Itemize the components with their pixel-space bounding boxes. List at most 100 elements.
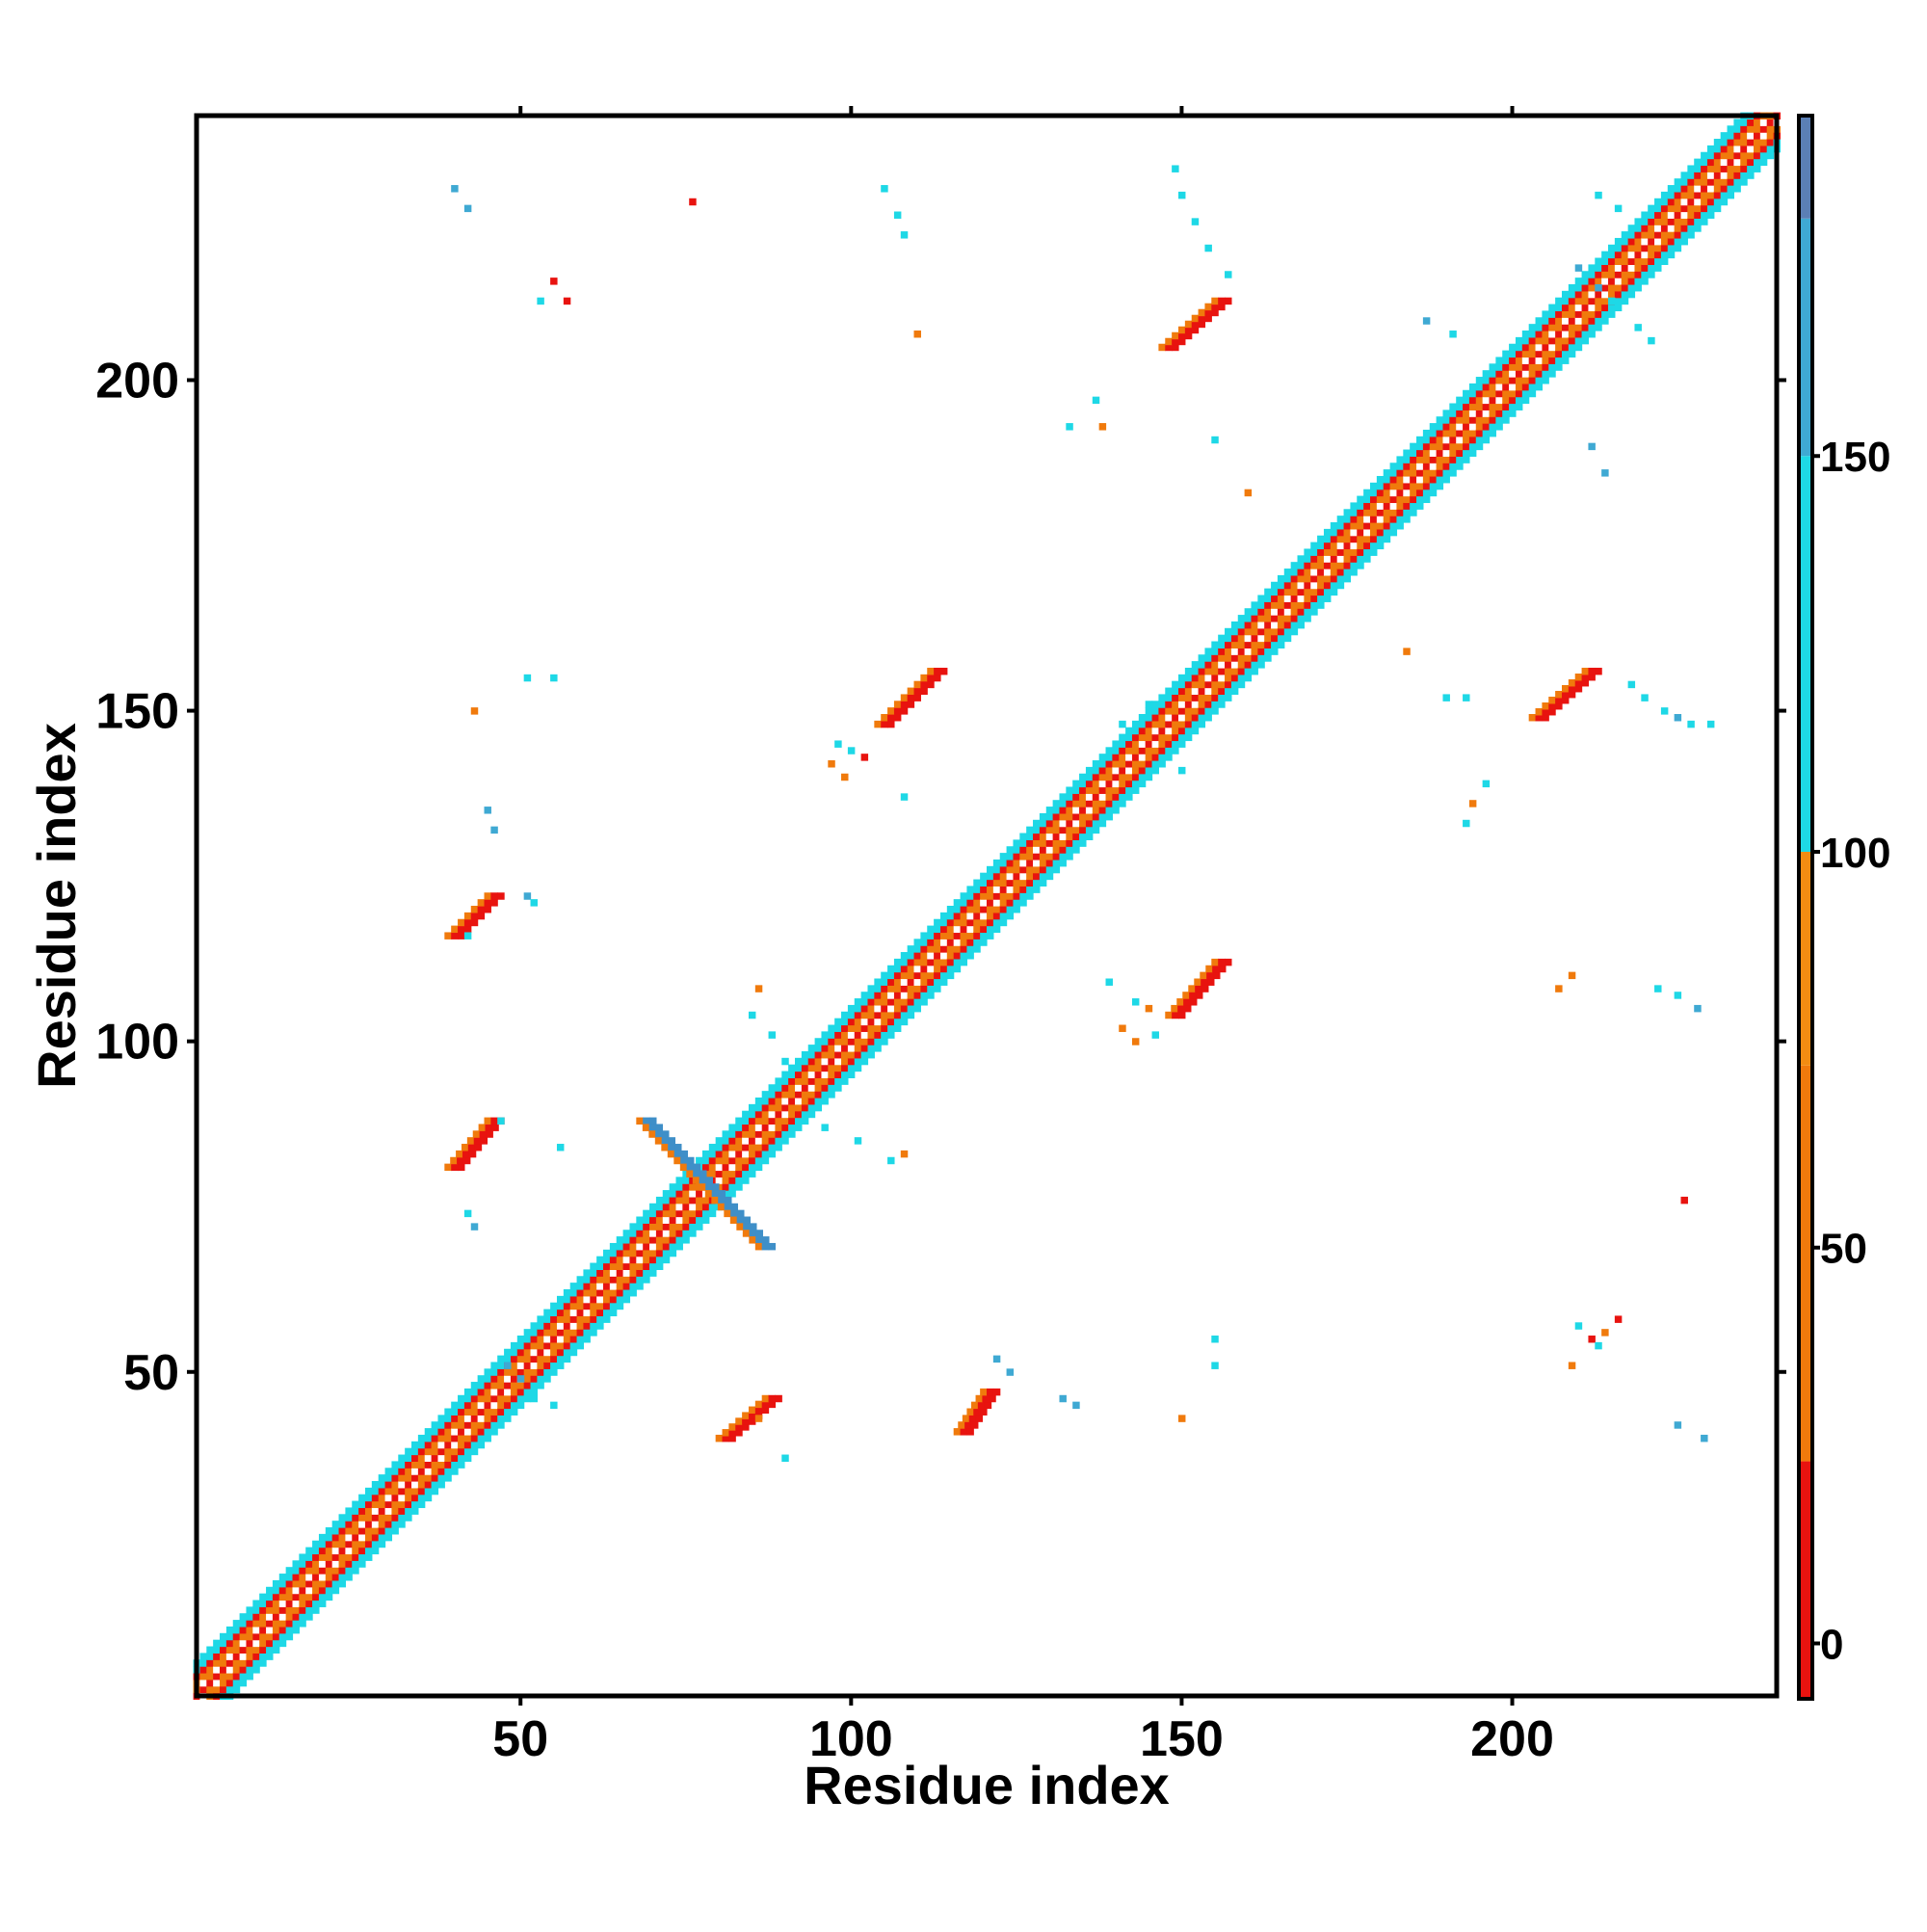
heatmap-cell	[973, 886, 981, 893]
heatmap-cell	[345, 1560, 353, 1568]
heatmap-cell	[437, 1447, 445, 1456]
heatmap-cell	[576, 1302, 585, 1310]
heatmap-cell	[913, 965, 921, 973]
heatmap-cell	[1190, 998, 1198, 1006]
heatmap-cell	[550, 1362, 558, 1369]
heatmap-cell	[1066, 819, 1073, 828]
heatmap-cell	[590, 1269, 597, 1277]
heatmap-cell	[312, 1567, 320, 1575]
heatmap-cell	[312, 1606, 320, 1614]
heatmap-cell	[450, 1156, 458, 1165]
heatmap-cell	[1489, 363, 1496, 371]
heatmap-cell	[1548, 343, 1556, 352]
heatmap-cell	[1006, 892, 1015, 900]
heatmap-cell	[1581, 297, 1590, 305]
heatmap-cell	[225, 1679, 234, 1687]
heatmap-cell	[603, 1276, 611, 1284]
heatmap-cell	[530, 1322, 538, 1330]
heatmap-cell	[1561, 357, 1570, 364]
heatmap-cell	[755, 1230, 764, 1237]
heatmap-cell	[1641, 218, 1649, 225]
heatmap-cell	[1449, 442, 1457, 451]
heatmap-cell	[1198, 320, 1206, 329]
heatmap-cell	[834, 1084, 842, 1092]
heatmap-cell	[743, 1223, 751, 1231]
heatmap-cell	[1196, 992, 1203, 999]
heatmap-cell	[1211, 303, 1219, 311]
heatmap-cell	[411, 1494, 419, 1502]
heatmap-cell	[1614, 264, 1623, 272]
heatmap-cell	[680, 1156, 688, 1165]
heatmap-cell	[674, 1144, 682, 1151]
heatmap-cell	[266, 1606, 274, 1614]
heatmap-cell	[1528, 714, 1537, 722]
heatmap-cell	[1066, 839, 1073, 847]
heatmap-cell	[722, 1170, 729, 1178]
heatmap-cell	[1225, 627, 1232, 636]
heatmap-cell	[1555, 304, 1563, 312]
heatmap-cell	[1660, 707, 1669, 715]
heatmap-cell	[1694, 191, 1702, 199]
heatmap-cell	[1072, 793, 1080, 801]
heatmap-cell	[1376, 482, 1385, 490]
heatmap-cell	[1184, 326, 1193, 334]
heatmap-cell	[860, 992, 869, 999]
heatmap-cell	[458, 1428, 465, 1436]
heatmap-cell	[788, 1103, 796, 1112]
heatmap-cell	[754, 1097, 763, 1105]
heatmap-cell	[1463, 423, 1470, 431]
heatmap-cell	[292, 1579, 300, 1588]
heatmap-cell	[893, 971, 902, 980]
heatmap-cell	[338, 1560, 346, 1568]
heatmap-cell	[960, 899, 968, 907]
heatmap-cell	[1244, 627, 1253, 636]
heatmap-cell	[1766, 125, 1775, 133]
heatmap-cell	[616, 1295, 624, 1304]
heatmap-cell	[411, 1507, 419, 1515]
heatmap-cell	[788, 1097, 796, 1105]
heatmap-cell	[504, 1401, 512, 1410]
heatmap-cell	[973, 1408, 981, 1416]
heatmap-cell	[768, 1144, 777, 1151]
heatmap-cell	[847, 1024, 856, 1032]
heatmap-cell	[1713, 204, 1722, 213]
heatmap-cell	[1330, 588, 1338, 596]
heatmap-cell	[1323, 535, 1332, 543]
heatmap-cell	[1515, 350, 1523, 358]
heatmap-cell	[458, 925, 465, 934]
heatmap-cell	[1092, 793, 1100, 801]
heatmap-cell	[1608, 264, 1616, 272]
heatmap-cell	[1403, 489, 1411, 497]
heatmap-cell	[735, 1137, 743, 1145]
heatmap-cell	[1201, 985, 1209, 992]
heatmap-cell	[474, 1144, 483, 1151]
heatmap-cell	[742, 1150, 750, 1158]
heatmap-cell	[1396, 489, 1404, 497]
heatmap-cell	[1660, 218, 1669, 225]
heatmap-cell	[1225, 297, 1232, 305]
heatmap-cell	[1383, 516, 1391, 523]
heatmap-cell	[232, 1672, 241, 1681]
heatmap-cell	[1740, 165, 1748, 172]
heatmap-cell	[1357, 548, 1364, 556]
heatmap-cell	[1463, 389, 1470, 398]
heatmap-cell	[662, 1209, 671, 1218]
heatmap-cell	[530, 1394, 538, 1403]
heatmap-cell	[220, 1672, 227, 1681]
heatmap-cell	[246, 1639, 253, 1648]
heatmap-cell	[1509, 410, 1517, 417]
heatmap-cell	[1694, 172, 1702, 179]
heatmap-cell	[920, 687, 928, 696]
heatmap-cell	[1449, 410, 1457, 417]
heatmap-cell	[1713, 139, 1722, 146]
heatmap-cell	[609, 1309, 618, 1317]
heatmap-cell	[1759, 132, 1768, 140]
heatmap-cell	[735, 1183, 743, 1191]
heatmap-cell	[847, 1011, 856, 1019]
heatmap-cell	[1410, 502, 1417, 510]
heatmap-cell	[1225, 648, 1232, 655]
heatmap-cell	[1528, 357, 1537, 364]
heatmap-cell	[1085, 766, 1094, 775]
heatmap-cell	[1555, 350, 1563, 358]
heatmap-cell	[556, 1336, 565, 1343]
